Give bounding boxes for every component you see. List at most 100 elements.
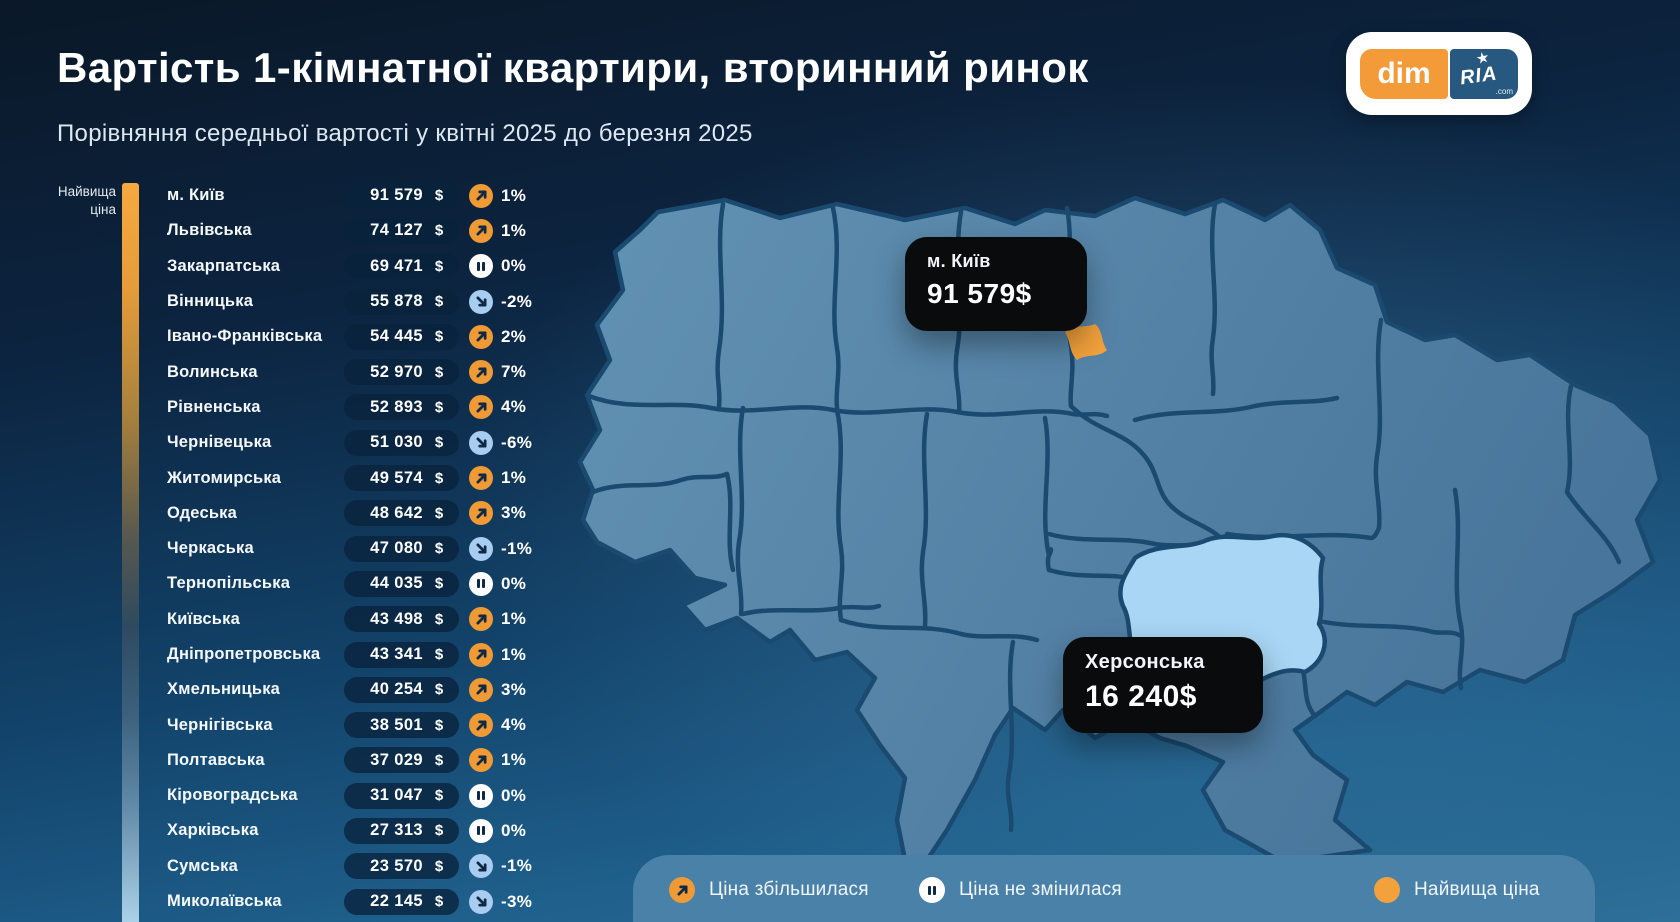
trend-up-icon	[469, 183, 493, 208]
table-row: Хмельницька 40 254 $ 3%	[167, 672, 547, 707]
table-row: Чернігівська 38 501 $ 4%	[167, 707, 547, 742]
currency-symbol: $	[434, 575, 444, 593]
trend-up-icon	[469, 748, 493, 773]
currency-symbol: $	[434, 751, 444, 769]
price-pill: 69 471 $	[343, 253, 459, 280]
region-name: Черкаська	[167, 539, 254, 558]
table-row: Сумська 23 570 $ -1%	[167, 849, 547, 884]
trend-up-icon	[669, 877, 695, 903]
price-pill: 49 574 $	[343, 465, 459, 492]
change-percent: 1%	[501, 750, 527, 770]
price-value: 48 642	[370, 503, 423, 522]
price-value: 52 970	[370, 362, 423, 381]
price-pill: 44 035 $	[343, 570, 459, 597]
change-percent: -6%	[501, 432, 533, 452]
trend-up-icon	[469, 395, 493, 420]
callout-title: Херсонська	[1085, 651, 1205, 673]
price-value: 54 445	[370, 327, 423, 346]
change-percent: 0%	[501, 785, 527, 805]
region-name: Чернівецька	[167, 433, 272, 452]
map-region-kyiv-city-highlight	[1065, 324, 1107, 360]
currency-symbol: $	[434, 222, 444, 240]
currency-symbol: $	[434, 716, 444, 734]
price-value: 74 127	[370, 221, 423, 240]
table-row: Чернівецька 51 030 $ -6%	[167, 425, 547, 460]
trend-down-icon	[469, 889, 493, 914]
trend-up-icon	[469, 642, 493, 667]
table-row: Закарпатська 69 471 $ 0%	[167, 249, 547, 284]
price-pill: 27 313 $	[343, 817, 459, 844]
trend-down-icon	[469, 289, 493, 314]
change-percent: 3%	[501, 503, 527, 523]
change-percent: 4%	[501, 715, 527, 735]
table-row: Харківська 27 313 $ 0%	[167, 813, 547, 848]
table-row: Черкаська 47 080 $ -1%	[167, 531, 547, 566]
table-row: Івано-Франківська 54 445 $ 2%	[167, 319, 547, 354]
ria-logo-text: RIA	[1458, 62, 1499, 90]
table-row: м. Київ 91 579 $ 1%	[167, 178, 547, 213]
price-value: 40 254	[370, 680, 423, 699]
currency-symbol: $	[434, 363, 444, 381]
change-percent: 1%	[501, 609, 527, 629]
currency-symbol: $	[434, 328, 444, 346]
currency-symbol: $	[434, 257, 444, 275]
table-row: Львівська 74 127 $ 1%	[167, 213, 547, 248]
table-row: Київська 43 498 $ 1%	[167, 602, 547, 637]
change-percent: 0%	[501, 256, 527, 276]
change-percent: -1%	[501, 856, 533, 876]
change-percent: 7%	[501, 362, 527, 382]
region-name: Київська	[167, 609, 240, 628]
price-pill: 22 145 $	[343, 888, 459, 915]
trend-up-icon	[469, 218, 493, 243]
region-name: Львівська	[167, 221, 252, 240]
legend-label: Ціна збільшилася	[709, 879, 869, 900]
region-name: Кіровоградська	[167, 786, 298, 805]
price-value: 51 030	[370, 433, 423, 452]
price-value: 52 893	[370, 397, 423, 416]
page-subtitle: Порівняння середньої вартості у квітні 2…	[57, 120, 753, 147]
table-row: Волинська 52 970 $ 7%	[167, 354, 547, 389]
price-pill: 43 498 $	[343, 606, 459, 633]
change-percent: 3%	[501, 679, 527, 699]
table-row: Тернопільська 44 035 $ 0%	[167, 566, 547, 601]
price-scale-gradient-bar	[122, 183, 139, 922]
price-pill: 23 570 $	[343, 853, 459, 880]
trend-down-icon	[469, 854, 493, 879]
trend-up-icon	[469, 713, 493, 738]
trend-up-icon	[469, 360, 493, 385]
highest-price-dot-icon	[1374, 877, 1400, 903]
kherson-price-callout: Херсонська 16 240$	[1063, 637, 1263, 733]
region-name: Дніпропетровська	[167, 645, 321, 663]
price-value: 31 047	[370, 786, 423, 805]
region-name: Полтавська	[167, 750, 265, 769]
scale-top-label: Найвища ціна	[57, 184, 116, 218]
price-pill: 48 642 $	[343, 500, 459, 527]
currency-symbol: $	[434, 293, 444, 311]
table-row: Миколаївська 22 145 $ -3%	[167, 884, 547, 919]
region-name: Тернопільська	[167, 574, 291, 593]
currency-symbol: $	[434, 610, 444, 628]
price-pill: 40 254 $	[343, 676, 459, 703]
change-percent: 1%	[501, 185, 527, 205]
currency-symbol: $	[434, 540, 444, 558]
change-percent: -1%	[501, 538, 533, 558]
price-pill: 52 970 $	[343, 359, 459, 386]
trend-flat-icon	[469, 783, 493, 808]
price-value: 27 313	[370, 821, 423, 840]
price-value: 22 145	[370, 892, 423, 911]
trend-up-icon	[469, 677, 493, 702]
table-row: Житомирська 49 574 $ 1%	[167, 460, 547, 495]
currency-symbol: $	[434, 504, 444, 522]
table-row: Одеська 48 642 $ 3%	[167, 496, 547, 531]
price-pill: 52 893 $	[343, 394, 459, 421]
trend-flat-icon	[469, 571, 493, 596]
trend-flat-icon	[469, 818, 493, 843]
price-pill: 43 341 $	[343, 641, 459, 668]
price-value: 43 498	[370, 609, 423, 628]
price-pill: 31 047 $	[343, 782, 459, 809]
price-value: 55 878	[370, 292, 423, 311]
table-row: Полтавська 37 029 $ 1%	[167, 743, 547, 778]
region-name: Волинська	[167, 362, 258, 381]
price-value: 69 471	[370, 256, 423, 275]
region-name: Сумська	[167, 856, 239, 875]
